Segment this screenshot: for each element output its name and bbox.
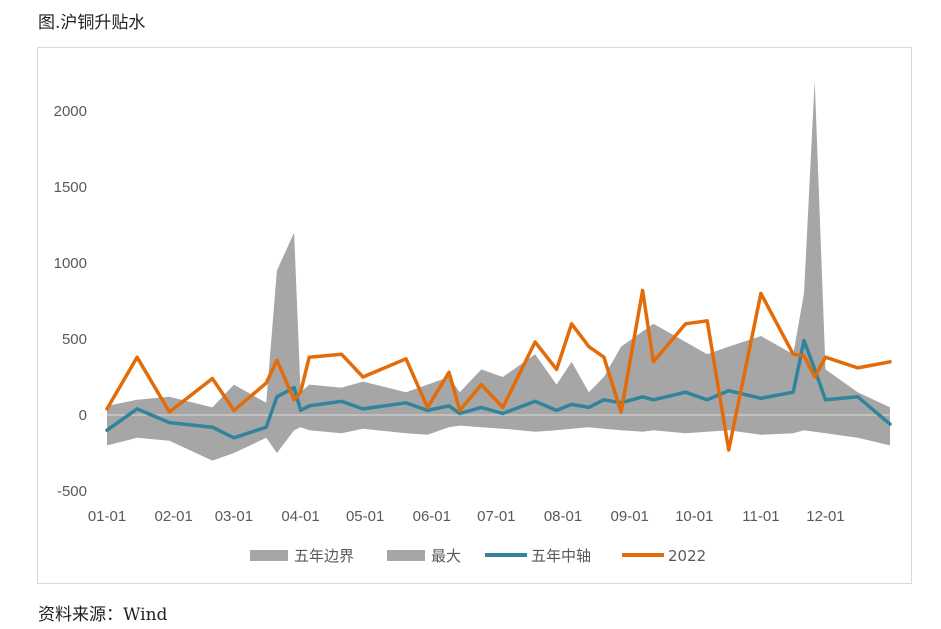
- legend-label: 五年中轴: [531, 547, 591, 565]
- series-line-axis-mid: [105, 338, 892, 440]
- plot-area: [105, 80, 892, 461]
- legend-label: 2022: [668, 547, 706, 565]
- y-tick-label: 1000: [54, 255, 87, 272]
- y-tick-label: 0: [79, 407, 87, 424]
- y-tick-label: 500: [62, 331, 87, 348]
- y-axis: -500 0 500 1000 1500 2000: [54, 103, 87, 500]
- figure-title: 图.沪铜升贴水: [38, 13, 146, 33]
- x-tick-label: 10-01: [675, 508, 713, 525]
- x-tick-label: 06-01: [413, 508, 451, 525]
- chart-frame: [37, 47, 912, 584]
- legend-swatch: [387, 550, 425, 561]
- x-axis: 01-01 02-01 03-01 04-01 05-01 06-01 07-01 08-01…: [88, 508, 845, 525]
- x-tick-label: 02-01: [154, 508, 192, 525]
- legend-label: 最大: [431, 547, 461, 565]
- x-tick-label: 12-01: [806, 508, 844, 525]
- y-tick-label: 1500: [54, 179, 87, 196]
- legend-swatch: [250, 550, 288, 561]
- source-note: 资料来源：Wind: [38, 605, 168, 625]
- y-tick-label: 2000: [54, 103, 87, 120]
- x-tick-label: 07-01: [477, 508, 515, 525]
- x-tick-label: 05-01: [346, 508, 384, 525]
- x-tick-label: 01-01: [88, 508, 126, 525]
- x-tick-label: 09-01: [611, 508, 649, 525]
- y-tick-label: -500: [57, 483, 87, 500]
- x-tick-label: 11-01: [742, 508, 779, 525]
- x-tick-label: 04-01: [281, 508, 319, 525]
- legend: 五年边界 最大 五年中轴 2022: [250, 547, 706, 565]
- x-tick-label: 03-01: [215, 508, 253, 525]
- legend-label: 五年边界: [294, 547, 354, 565]
- x-tick-label: 08-01: [544, 508, 582, 525]
- band-area: [107, 80, 890, 461]
- series-line-2022: [105, 288, 892, 452]
